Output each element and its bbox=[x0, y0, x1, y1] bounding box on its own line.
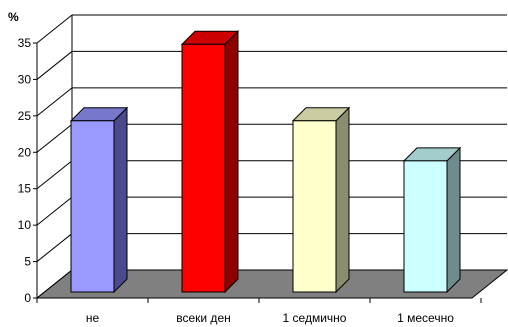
gridline-diagonal bbox=[36, 123, 73, 153]
y-tick-label: 20 bbox=[18, 145, 32, 159]
bars bbox=[69, 30, 462, 294]
gridline-diagonal bbox=[36, 196, 73, 226]
bar-front bbox=[403, 160, 448, 293]
y-tick-label: 15 bbox=[18, 182, 32, 196]
bar-side bbox=[446, 146, 461, 294]
bar bbox=[180, 30, 240, 294]
bar bbox=[402, 146, 462, 294]
gridline-diagonal bbox=[36, 87, 73, 117]
y-tick-label: 10 bbox=[18, 218, 32, 232]
category-labels: не всеки ден 1 седмично 1 месечно bbox=[86, 311, 454, 325]
bar-side bbox=[335, 106, 350, 294]
bar-front bbox=[292, 120, 337, 293]
y-tick-label: 5 bbox=[24, 255, 31, 269]
y-tick-label: 0 bbox=[24, 291, 31, 305]
bar-side bbox=[113, 106, 128, 294]
gridline-diagonal bbox=[36, 269, 73, 299]
gridline-diagonal bbox=[36, 233, 73, 262]
y-tick-label: 30 bbox=[18, 72, 32, 86]
y-tick-label: 35 bbox=[18, 36, 32, 50]
bar bbox=[291, 106, 351, 294]
category-label: всеки ден bbox=[176, 311, 231, 325]
y-tick-labels: 0 5 10 15 20 25 30 35 bbox=[18, 36, 32, 305]
category-label: 1 месечно bbox=[397, 311, 454, 325]
gridline-diagonal bbox=[36, 14, 73, 44]
bar-side bbox=[224, 30, 239, 294]
bar bbox=[69, 106, 129, 294]
bar-front bbox=[70, 120, 115, 293]
category-label: не bbox=[86, 311, 100, 325]
bar-front bbox=[181, 43, 226, 293]
gridline-diagonal bbox=[36, 160, 73, 190]
y-tick-label: 25 bbox=[18, 109, 32, 123]
category-label: 1 седмично bbox=[283, 311, 347, 325]
y-unit-label: % bbox=[8, 10, 19, 24]
gridline-diagonal bbox=[36, 51, 73, 80]
